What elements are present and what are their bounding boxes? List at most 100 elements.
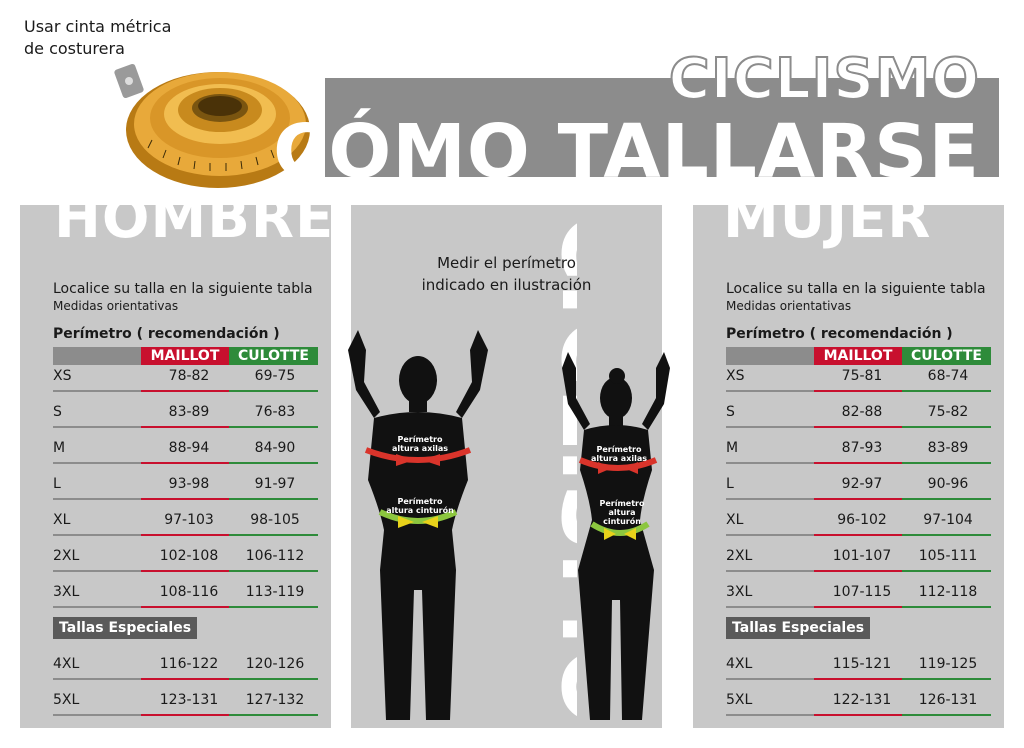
table-row: L 92-97 90-96 [726, 475, 991, 511]
men-perimeter-label: Perímetro ( recomendación ) [53, 326, 280, 342]
male-waist-label-1: Perímetro [397, 497, 443, 506]
size-cell: 2XL [726, 548, 753, 564]
culotte-cell: 68-74 [927, 368, 969, 384]
men-table-header: MAILLOT CULOTTE [53, 347, 318, 365]
men-special-sizes-label: Tallas Especiales [53, 617, 198, 639]
culotte-cell: 91-97 [254, 476, 296, 492]
size-cell: XS [726, 368, 745, 384]
row-divider [726, 714, 814, 716]
size-cell: XS [53, 368, 72, 384]
row-divider [141, 390, 229, 392]
female-chest-label-2: altura axilas [591, 454, 647, 463]
culotte-cell: 113-119 [245, 584, 305, 600]
male-chest-label-1: Perímetro [397, 435, 443, 444]
women-panel: MUJER Localice su talla en la siguiente … [693, 187, 1004, 728]
table-row: S 83-89 76-83 [53, 403, 318, 439]
row-divider [814, 606, 902, 608]
maillot-cell: 97-103 [164, 512, 214, 528]
vertical-word-text: CICLISMO [537, 212, 577, 727]
maillot-cell: 92-97 [841, 476, 883, 492]
male-chest-label-2: altura axilas [392, 444, 448, 453]
header-kicker: CICLISMO [668, 47, 980, 112]
size-cell: 4XL [53, 656, 80, 672]
male-chest-arrows [364, 447, 472, 466]
female-waist-arrows [590, 521, 650, 540]
row-divider [814, 678, 902, 680]
row-divider [814, 498, 902, 500]
size-cell: S [53, 404, 62, 420]
row-divider [53, 390, 141, 392]
row-divider [726, 426, 814, 428]
row-divider [53, 498, 141, 500]
row-divider [814, 714, 902, 716]
row-divider [229, 390, 318, 392]
row-divider [726, 678, 814, 680]
table-row: S 82-88 75-82 [726, 403, 991, 439]
row-divider [141, 462, 229, 464]
table-row: XL 96-102 97-104 [726, 511, 991, 547]
male-waist-label-2: altura cinturón [386, 505, 454, 515]
row-divider [902, 534, 991, 536]
culotte-cell: 126-131 [918, 692, 978, 708]
culotte-cell: 83-89 [927, 440, 969, 456]
male-waist-arrows [378, 509, 458, 528]
men-panel: HOMBRE Localice su talla en la siguiente… [20, 187, 333, 728]
size-cell: 5XL [53, 692, 80, 708]
men-header-culotte: CULOTTE [229, 347, 318, 365]
women-header-culotte: CULOTTE [902, 347, 991, 365]
men-locate-subtext: Medidas orientativas [53, 299, 179, 313]
maillot-cell: 78-82 [168, 368, 210, 384]
table-row: XS 75-81 68-74 [726, 367, 991, 403]
row-divider [53, 678, 141, 680]
women-locate-text: Localice su talla en la siguiente tabla [726, 281, 986, 297]
table-row: 5XL 123-131 127-132 [53, 691, 318, 727]
female-chest-label-1: Perímetro [596, 445, 642, 454]
male-silhouette [348, 330, 488, 720]
vertical-ciclismo-text: CICLISMO [537, 212, 577, 727]
size-cell: 5XL [726, 692, 753, 708]
maillot-cell: 82-88 [841, 404, 883, 420]
size-cell: M [726, 440, 739, 456]
size-cell: M [53, 440, 66, 456]
maillot-cell: 122-131 [832, 692, 892, 708]
maillot-cell: 108-116 [159, 584, 219, 600]
size-cell: XL [53, 512, 71, 528]
row-divider [902, 426, 991, 428]
row-divider [814, 534, 902, 536]
row-divider [902, 570, 991, 572]
maillot-cell: 101-107 [832, 548, 892, 564]
row-divider [53, 570, 141, 572]
maillot-cell: 93-98 [168, 476, 210, 492]
culotte-cell: 90-96 [927, 476, 969, 492]
women-header-spacer [726, 347, 814, 365]
row-divider [53, 606, 141, 608]
row-divider [53, 714, 141, 716]
tape-caption-line1: Usar cinta métrica [24, 17, 172, 36]
row-divider [814, 570, 902, 572]
culotte-cell: 75-82 [927, 404, 969, 420]
table-row: 5XL 122-131 126-131 [726, 691, 991, 727]
row-divider [141, 606, 229, 608]
size-cell: XL [726, 512, 744, 528]
row-divider [726, 570, 814, 572]
row-divider [141, 678, 229, 680]
maillot-cell: 83-89 [168, 404, 210, 420]
row-divider [141, 426, 229, 428]
row-divider [902, 462, 991, 464]
table-row: M 87-93 83-89 [726, 439, 991, 475]
row-divider [726, 462, 814, 464]
culotte-cell: 119-125 [918, 656, 978, 672]
size-cell: 3XL [726, 584, 753, 600]
female-chest-arrows [578, 457, 658, 474]
culotte-cell: 106-112 [245, 548, 305, 564]
size-cell: 3XL [53, 584, 80, 600]
size-cell: 4XL [726, 656, 753, 672]
women-perimeter-label: Perímetro ( recomendación ) [726, 326, 953, 342]
row-divider [726, 534, 814, 536]
row-divider [726, 498, 814, 500]
culotte-cell: 84-90 [254, 440, 296, 456]
row-divider [229, 714, 318, 716]
row-divider [902, 606, 991, 608]
row-divider [229, 498, 318, 500]
men-title: HOMBRE [54, 186, 335, 251]
